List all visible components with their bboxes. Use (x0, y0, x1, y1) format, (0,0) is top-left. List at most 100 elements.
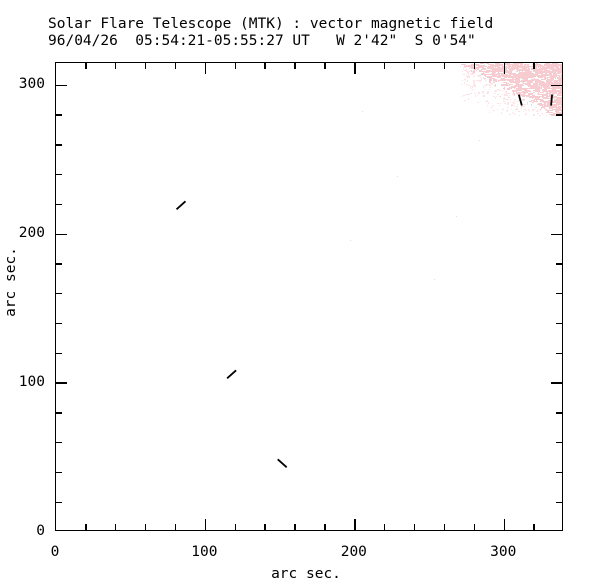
field-pixel (538, 85, 543, 87)
field-pixel (536, 87, 539, 89)
field-pixel (555, 70, 557, 72)
field-pixel (506, 66, 510, 68)
field-pixel (539, 65, 542, 67)
field-pixel (529, 80, 532, 82)
field-pixel (521, 105, 524, 107)
field-pixel (516, 74, 522, 77)
field-pixel (515, 68, 521, 70)
field-pixel (558, 111, 561, 113)
field-pixel (495, 80, 497, 83)
field-pixel (508, 73, 512, 76)
field-pixel (555, 73, 561, 75)
field-pixel (544, 73, 550, 75)
field-pixel (496, 89, 498, 90)
field-pixel (506, 99, 509, 101)
field-pixel (493, 79, 496, 81)
field-pixel (560, 76, 562, 78)
field-pixel (484, 65, 486, 67)
field-pixel (532, 83, 538, 86)
field-pixel (508, 70, 511, 71)
field-pixel (536, 85, 540, 88)
field-pixel (538, 102, 543, 104)
field-pixel (543, 91, 548, 93)
field-pixel (466, 65, 468, 67)
field-pixel (546, 114, 548, 116)
field-pixel (530, 86, 536, 89)
field-pixel (558, 100, 561, 102)
field-pixel (548, 94, 552, 97)
field-pixel (539, 104, 543, 106)
field-pixel (512, 111, 514, 113)
field-pixel (542, 93, 548, 96)
field-pixel (546, 70, 548, 73)
field-pixel (515, 76, 518, 78)
field-pixel (549, 96, 551, 98)
field-pixel (546, 73, 550, 75)
field-pixel (560, 110, 562, 112)
field-pixel (550, 100, 554, 103)
field-pixel (555, 69, 560, 71)
field-pixel (521, 73, 526, 75)
field-pixel (507, 71, 510, 73)
field-pixel (526, 82, 528, 84)
field-pixel (521, 81, 524, 83)
field-pixel (488, 89, 490, 91)
field-pixel (509, 70, 513, 71)
field-pixel (509, 82, 515, 83)
field-pixel (543, 64, 546, 66)
field-pixel (514, 94, 516, 96)
field-pixel (528, 90, 530, 92)
field-pixel (533, 92, 536, 94)
x-tick-top (533, 63, 535, 69)
field-pixel (517, 83, 520, 85)
field-pixel (532, 73, 537, 75)
field-pixel (520, 70, 524, 72)
field-pixel (537, 94, 543, 96)
field-pixel (543, 107, 546, 109)
field-pixel (525, 90, 529, 93)
field-pixel (556, 89, 560, 91)
y-tick-label: 100 (18, 374, 45, 391)
field-pixel (502, 98, 505, 101)
field-pixel (480, 66, 482, 69)
y-tick-right (551, 382, 562, 384)
field-pixel (540, 82, 544, 85)
y-tick-right (556, 144, 562, 146)
field-pixel (547, 65, 552, 68)
field-pixel (538, 65, 541, 67)
field-pixel (525, 94, 531, 96)
field-pixel (554, 100, 560, 103)
field-pixel (503, 74, 507, 76)
field-pixel (491, 69, 495, 72)
field-pixel (525, 95, 528, 97)
field-pixel (510, 82, 514, 84)
field-pixel (547, 80, 551, 82)
field-pixel (562, 113, 563, 114)
field-pixel (480, 65, 485, 66)
field-pixel (522, 82, 526, 84)
field-pixel (459, 65, 461, 67)
field-pixel (464, 93, 467, 95)
field-pixel (536, 79, 542, 81)
field-pixel (532, 102, 535, 104)
field-pixel (549, 66, 555, 68)
field-pixel (475, 70, 477, 71)
field-pixel (515, 64, 519, 67)
field-pixel (515, 77, 518, 79)
field-pixel (522, 91, 524, 93)
field-pixel (523, 80, 527, 81)
field-pixel (477, 75, 480, 78)
field-pixel (529, 90, 531, 92)
field-pixel (556, 89, 560, 91)
field-pixel (495, 69, 500, 70)
field-pixel (503, 81, 507, 83)
field-pixel (508, 102, 510, 105)
field-pixel (542, 92, 545, 94)
field-pixel (505, 99, 507, 100)
magnetic-vector-stroke (175, 200, 187, 210)
field-pixel (522, 95, 525, 97)
field-pixel (464, 80, 466, 82)
field-pixel (544, 108, 546, 110)
field-pixel (526, 66, 532, 67)
field-pixel (560, 100, 562, 102)
